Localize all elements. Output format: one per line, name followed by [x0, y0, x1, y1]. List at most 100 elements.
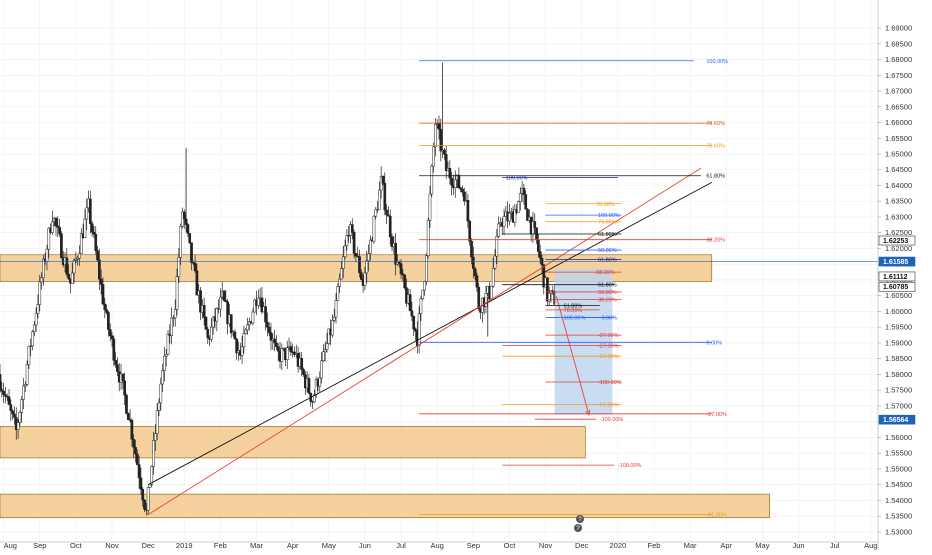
candle-body: [365, 260, 369, 274]
fib-level-label: 38.20%: [706, 238, 725, 244]
candle-body: [195, 270, 199, 296]
candle-body: [443, 149, 446, 155]
time-tick-label: Aug: [4, 541, 17, 550]
price-axis: 1.69000 1.68500 1.68000 1.67500 1.67000 1.665…: [877, 0, 912, 550]
price-tick-label: 1.59500: [885, 323, 912, 332]
time-tick-label: Apr: [720, 541, 732, 550]
candle-body: [152, 440, 155, 467]
candle-body: [444, 154, 448, 172]
candle-body: [150, 465, 154, 485]
price-tick-label: 1.66000: [885, 118, 912, 127]
fib-level-label: -100.00%: [600, 417, 624, 423]
time-tick-label: Feb: [648, 541, 661, 550]
candle-body: [325, 343, 329, 350]
projection-box[interactable]: [554, 268, 613, 415]
candle-body: [437, 123, 441, 130]
candle-body: [112, 338, 116, 361]
candle-body: [132, 439, 136, 448]
candle-body: [547, 292, 551, 302]
candle-body: [323, 349, 327, 353]
candle-body: [403, 274, 407, 288]
candle-body: [354, 253, 358, 257]
candle-body: [269, 332, 273, 341]
candle-body: [522, 187, 526, 195]
time-tick-label: Mar: [250, 541, 263, 550]
candle-body: [388, 215, 392, 238]
candle-body: [401, 273, 405, 276]
projection-arrow[interactable]: [555, 296, 590, 415]
candle-body: [256, 297, 260, 306]
candle-body: [94, 233, 98, 251]
candle-body: [276, 346, 280, 352]
trendlines: [147, 167, 713, 515]
fib-level-label: 70.60%: [598, 220, 617, 226]
candle-body: [491, 267, 495, 287]
candle-body: [302, 369, 305, 375]
candle-body: [307, 378, 311, 394]
time-tick-label: Feb: [214, 541, 227, 550]
candle-body: [4, 394, 7, 397]
candle-body: [210, 326, 213, 340]
candle-body: [513, 209, 517, 223]
time-tick-label: May: [322, 541, 336, 550]
price-tick-label: 1.59000: [885, 338, 912, 347]
candle-body: [51, 221, 54, 233]
candle-body: [148, 484, 152, 488]
candle-body: [211, 316, 215, 328]
fib-level-label: 100.00%: [564, 315, 586, 321]
event-icon[interactable]: ?: [576, 515, 584, 523]
fib-level-label: -100.00%: [598, 380, 622, 386]
candle-body: [359, 272, 363, 280]
candle-body: [11, 410, 14, 415]
candle-body: [13, 413, 16, 418]
candle-body: [320, 360, 323, 379]
candle-body: [312, 394, 316, 403]
candle-body: [175, 276, 179, 310]
candle-body: [517, 201, 520, 213]
candle-body: [7, 396, 11, 405]
candle-body: [350, 224, 354, 233]
time-tick-label: Sep: [467, 541, 480, 550]
candle-body: [495, 236, 499, 257]
price-tick-label: 1.62500: [885, 228, 912, 237]
candle-body: [96, 250, 99, 261]
candle-body: [421, 289, 425, 299]
event-icon[interactable]: ?: [574, 524, 582, 532]
candle-body: [224, 300, 228, 302]
candle-body: [518, 193, 522, 202]
price-tick-label: 1.58000: [885, 370, 912, 379]
time-tick-label: Apr: [287, 541, 299, 550]
price-tick-label: 1.63500: [885, 197, 912, 206]
fib-level-label: 61.80%: [706, 174, 725, 180]
candle-body: [430, 165, 434, 195]
price-tick-label: 1.58500: [885, 354, 912, 363]
red-trendline[interactable]: [147, 167, 702, 515]
candle-body: [163, 355, 166, 371]
time-axis: Aug Sep Oct Nov Dec 2019 Feb Mar Apr May Jun Jul Aug…: [0, 541, 878, 550]
candle-body: [204, 316, 208, 330]
candle-body: [471, 256, 475, 269]
candle-body: [32, 324, 36, 332]
price-tick-label: 1.64000: [885, 181, 912, 190]
candle-body: [376, 209, 379, 211]
candle-body: [461, 188, 464, 193]
black-trendline[interactable]: [147, 181, 713, 486]
price-tick-label: 1.55000: [885, 464, 912, 473]
candle-body: [105, 309, 108, 313]
candle-body: [67, 273, 71, 279]
candle-body: [341, 256, 345, 269]
candle-body: [363, 272, 367, 286]
candle-body: [177, 257, 181, 277]
candle-body: [266, 321, 269, 328]
candle-body: [253, 299, 257, 313]
candle-body: [76, 257, 80, 260]
fib-level-label: -27.00%: [598, 354, 619, 360]
candle-body: [130, 420, 134, 440]
candle-body: [47, 227, 51, 250]
candle-body: [154, 433, 157, 441]
price-tick-label: 1.53000: [885, 527, 912, 536]
candle-body: [347, 235, 351, 237]
fib-level-label: 61.80%: [598, 283, 617, 289]
